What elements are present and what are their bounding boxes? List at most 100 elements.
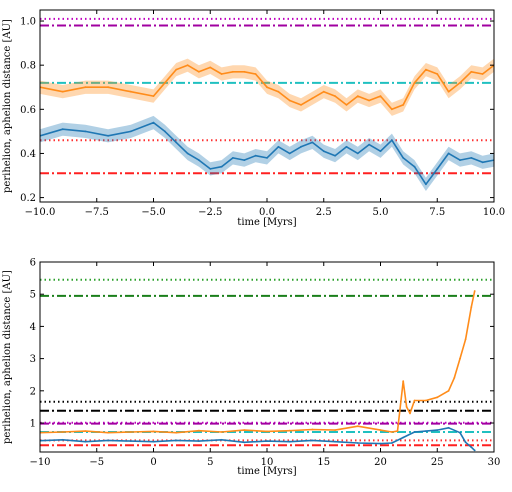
y-tick-label: 1.0 — [20, 17, 36, 28]
x-tick-label: 10 — [261, 457, 274, 468]
series-0-point-21 — [413, 399, 416, 402]
series-line-1 — [40, 427, 476, 451]
series-1-point-10 — [266, 440, 268, 442]
series-0-point-17 — [288, 99, 291, 102]
series-line-1 — [40, 121, 494, 186]
series-0-point-4 — [129, 90, 132, 93]
series-1-point-23 — [356, 152, 359, 155]
series-0-point-27 — [402, 104, 405, 106]
series-0-point-32 — [459, 81, 461, 84]
series-0-point-15 — [379, 429, 382, 431]
series-1-point-12 — [232, 157, 234, 159]
series-0-point-33 — [470, 70, 473, 73]
series-0-point-22 — [425, 399, 427, 402]
series-1-point-32 — [459, 159, 461, 162]
y-tick-label: 4 — [30, 322, 36, 333]
series-0-point-1 — [61, 90, 64, 93]
series-0-point-3 — [107, 431, 109, 434]
series-0-point-6 — [164, 81, 166, 84]
series-0-point-31 — [447, 90, 450, 93]
series-0-point-2 — [84, 86, 87, 89]
series-1-point-4 — [129, 440, 132, 442]
y-tick-label: 0.8 — [20, 61, 36, 72]
x-tick-label: 25 — [431, 457, 444, 468]
series-0-point-34 — [481, 73, 484, 75]
series-1-point-30 — [436, 168, 439, 170]
y-tick-label: 5 — [30, 290, 36, 301]
series-0-point-14 — [254, 73, 257, 75]
series-1-point-33 — [470, 157, 473, 159]
series-0-point-11 — [288, 429, 291, 432]
series-0-point-28 — [413, 81, 416, 84]
x-tick-label: −7.5 — [85, 207, 109, 218]
series-0-point-22 — [345, 104, 348, 106]
series-0-point-20 — [409, 412, 411, 415]
series-1-point-14 — [254, 154, 257, 157]
series-0-point-16 — [277, 90, 280, 93]
series-1-point-1 — [61, 438, 64, 441]
series-1-point-18 — [300, 145, 302, 148]
x-axis-label: time [Myrs] — [237, 466, 296, 477]
series-0-point-14 — [356, 425, 359, 428]
y-axis-label: perihelion, aphelion distance [AU] — [2, 270, 13, 444]
x-tick-label: 5.0 — [373, 207, 389, 218]
series-1-point-29 — [425, 183, 427, 186]
bottom-chart-panel: −10 −5 0 5 10 15 20 25 30 1 2 3 4 5 6 time [Myrs] perihe… — [2, 258, 500, 478]
series-0-point-7 — [175, 68, 178, 71]
series-1-point-19 — [425, 430, 427, 432]
series-1-point-10 — [209, 168, 212, 170]
y-tick-label: 6 — [30, 258, 36, 269]
x-tick-label: 7.5 — [429, 207, 445, 218]
series-1-point-27 — [402, 157, 405, 159]
series-1-point-26 — [391, 139, 393, 142]
series-0-point-30 — [436, 73, 439, 75]
series-0-point-9 — [198, 70, 200, 73]
series-0-point-26 — [459, 357, 461, 360]
series-0-point-24 — [447, 389, 450, 392]
plot-area — [40, 278, 494, 452]
x-tick-label: 0 — [150, 457, 156, 468]
series-band-1 — [40, 115, 494, 191]
series-1-point-18 — [413, 431, 416, 433]
series-0-point-29 — [425, 68, 427, 71]
y-tick-label: 1 — [30, 419, 36, 430]
series-0-point-13 — [334, 429, 336, 431]
series-1-point-11 — [288, 440, 291, 443]
series-0-point-9 — [243, 429, 246, 431]
series-1-point-15 — [266, 157, 268, 159]
series-0-point-8 — [186, 64, 189, 67]
y-tick-label: 0.2 — [20, 193, 36, 204]
series-0-point-8 — [220, 431, 223, 433]
series-0-point-10 — [266, 430, 268, 433]
x-tick-label: 5 — [207, 457, 213, 468]
x-tick-label: 15 — [317, 457, 330, 468]
series-1-point-7 — [175, 141, 178, 144]
plot-area — [40, 17, 494, 191]
y-axis-label: perihelion, aphelion distance [AU] — [2, 19, 13, 193]
series-1-point-8 — [220, 438, 223, 441]
series-0-point-18 — [402, 380, 405, 383]
y-tick-label: 0.6 — [20, 105, 36, 116]
series-1-point-6 — [175, 439, 178, 442]
series-0-point-1 — [61, 431, 64, 433]
series-1-point-21 — [334, 154, 336, 157]
series-1-point-21 — [447, 426, 450, 429]
series-0-point-29 — [473, 290, 476, 292]
series-0-point-23 — [436, 396, 439, 399]
series-0-point-26 — [391, 108, 393, 111]
series-0-point-15 — [266, 86, 268, 89]
series-0-point-12 — [232, 70, 234, 73]
series-0-point-13 — [243, 70, 246, 73]
x-tick-label: −5.0 — [141, 207, 165, 218]
series-0-point-2 — [84, 430, 87, 432]
x-tick-label: −2.5 — [198, 207, 222, 218]
series-1-point-4 — [129, 130, 132, 133]
series-1-point-12 — [311, 439, 314, 442]
series-1-point-28 — [413, 165, 416, 168]
series-1-point-7 — [198, 440, 200, 442]
x-tick-label: 0.0 — [259, 207, 275, 218]
series-0-point-5 — [152, 430, 155, 433]
series-1-point-31 — [447, 152, 450, 155]
series-1-point-17 — [402, 436, 405, 439]
series-1-point-24 — [368, 143, 370, 146]
